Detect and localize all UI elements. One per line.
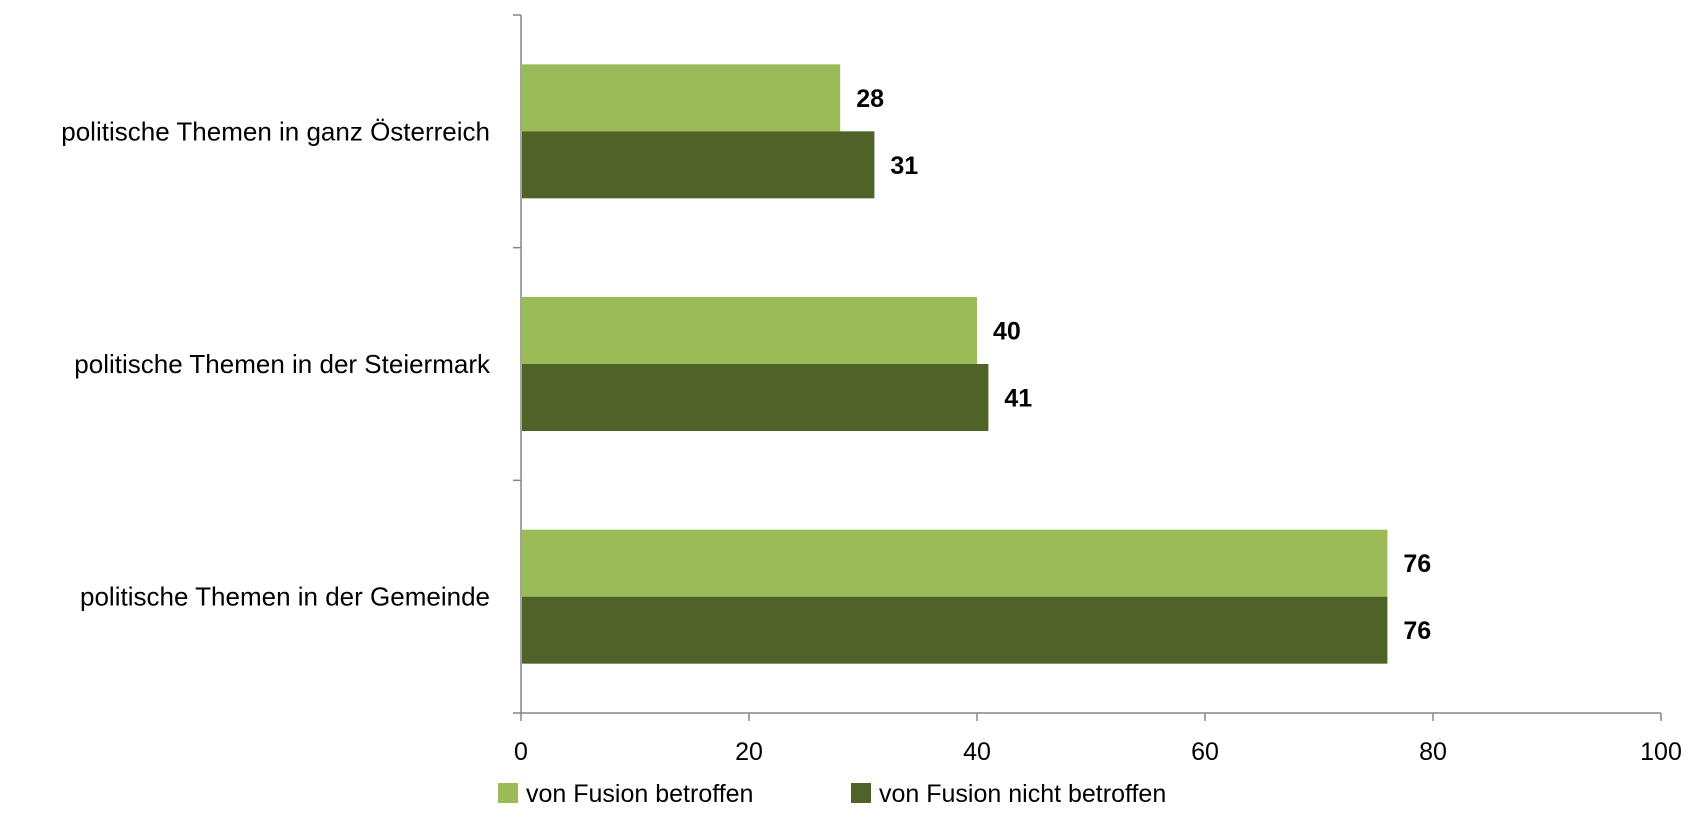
category-labels: politische Themen in ganz Österreich poli… [61, 116, 491, 611]
x-tick-label: 80 [1419, 738, 1447, 766]
data-label: 31 [890, 152, 918, 180]
bar-betroffen [522, 297, 977, 364]
data-label: 76 [1403, 550, 1431, 578]
plot-area: 28 31 40 41 76 76 [513, 14, 1661, 714]
bar-nicht-betroffen [522, 596, 1388, 664]
data-label: 28 [856, 85, 884, 113]
legend-swatch [498, 783, 518, 803]
bar-betroffen [522, 529, 1388, 597]
data-label: 76 [1403, 617, 1431, 645]
legend-swatch [851, 783, 871, 803]
x-tick-label: 60 [1191, 738, 1219, 766]
legend-label: von Fusion betroffen [526, 780, 753, 808]
data-label: 41 [1004, 385, 1032, 413]
bar-nicht-betroffen [522, 131, 875, 199]
category-label: politische Themen in der Steiermark [74, 349, 491, 379]
x-tick-label: 20 [735, 738, 763, 766]
x-axis-ticks: 0 20 40 60 80 100 [514, 713, 1682, 766]
bar-betroffen [522, 64, 841, 132]
category-label: politische Themen in ganz Österreich [61, 116, 490, 146]
x-tick-label: 0 [514, 738, 528, 766]
legend: von Fusion betroffen von Fusion nicht bet… [498, 780, 1166, 808]
x-tick-label: 100 [1640, 738, 1682, 766]
x-tick-label: 40 [963, 738, 991, 766]
bar-nicht-betroffen [522, 364, 989, 431]
category-label: politische Themen in der Gemeinde [80, 582, 490, 612]
legend-label: von Fusion nicht betroffen [879, 780, 1166, 808]
data-label: 40 [993, 318, 1021, 346]
